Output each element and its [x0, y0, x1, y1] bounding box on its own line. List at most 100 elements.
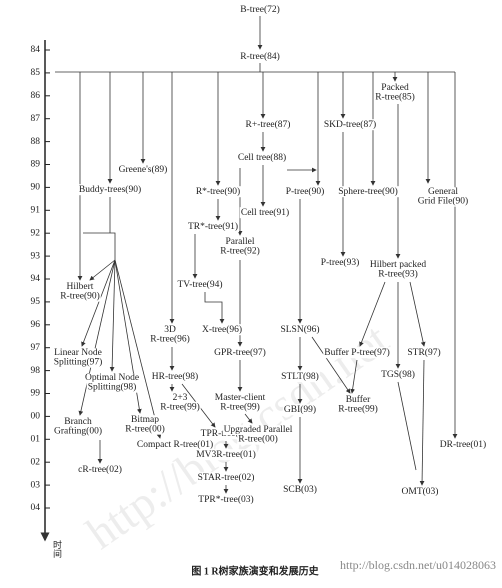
edge	[89, 259, 116, 281]
node-bg	[322, 119, 378, 131]
node-bg	[244, 119, 292, 131]
node-bg	[124, 423, 166, 435]
year-label: 91	[31, 205, 41, 215]
node-bg	[77, 184, 143, 196]
node-bg	[150, 371, 200, 383]
node-label: Parallel	[225, 237, 254, 247]
edge	[78, 259, 116, 416]
node-bg	[53, 348, 103, 359]
node-label: B-tree(72)	[240, 4, 280, 15]
node-label: STAR-tree(02)	[198, 472, 255, 483]
node-label: SCB(03)	[283, 484, 317, 495]
node-bg	[59, 290, 101, 302]
node-bg	[368, 260, 428, 271]
node-label: X-tree(96)	[202, 324, 242, 335]
node-bg	[400, 486, 440, 498]
node-label: Cell tree(91)	[241, 207, 289, 218]
node-bg	[77, 464, 123, 476]
node-label: Hilbert	[67, 282, 94, 292]
node-label: TV-tree(94)	[177, 279, 222, 290]
node-label: R-tree(99)	[160, 402, 200, 413]
year-label: 01	[31, 434, 41, 444]
node-bg	[197, 494, 255, 506]
node-bg	[323, 347, 391, 359]
node-label: SLSN(96)	[280, 324, 319, 335]
node-label: STR(97)	[407, 347, 440, 358]
year-label: 98	[31, 366, 41, 376]
node-bg	[130, 415, 161, 426]
year-label: 97	[31, 343, 41, 353]
node-label: Buddy-trees(90)	[79, 184, 141, 195]
node-label: R-tree(90)	[60, 291, 100, 302]
watermark: http://blog.csdn.net/u014028063	[340, 558, 496, 572]
node-bg	[135, 439, 215, 451]
node-label: Branch	[64, 417, 92, 427]
node-label: MV3R-tree(01)	[196, 449, 256, 460]
node-bg	[219, 401, 261, 413]
node-bg	[171, 393, 189, 404]
year-label: 95	[31, 297, 41, 307]
node-bg	[224, 237, 256, 248]
node-bg	[159, 401, 201, 413]
node-label: R+-tree(87)	[246, 119, 291, 130]
year-label: 96	[31, 320, 41, 330]
node-label: TPR*-tree(03)	[198, 494, 253, 505]
node-label: Master-client	[215, 393, 266, 403]
edge	[204, 292, 225, 324]
node-bg	[186, 221, 240, 233]
node-bg	[239, 51, 281, 63]
node-bg	[163, 325, 177, 336]
node-label: P-tree(93)	[321, 257, 360, 268]
node-label: P-tree(90)	[286, 186, 325, 197]
node-bg	[196, 472, 256, 484]
node-label: OMT(03)	[402, 486, 439, 497]
year-label: 04	[31, 503, 41, 513]
edge	[311, 336, 351, 394]
node-label: Buffer P-tree(97)	[324, 347, 390, 358]
node-label: R-tree(96)	[150, 334, 190, 345]
node-bg	[149, 333, 191, 345]
node-bg	[374, 91, 416, 103]
node-label: Splitting(98)	[88, 382, 137, 393]
node-label: 3D	[164, 325, 176, 335]
edge	[114, 259, 162, 439]
axis-label: 时间	[52, 539, 62, 559]
node-label: TR*-tree(91)	[188, 221, 238, 232]
node-label: HR-tree(98)	[152, 371, 198, 382]
edge	[83, 197, 116, 260]
node-label: Compact R-tree(01)	[137, 439, 213, 450]
caption: 图 1 R树家族演变和发展历史	[191, 564, 319, 577]
node-bg	[219, 245, 261, 257]
node-label: Buffer	[346, 394, 371, 405]
node-label: R-tree(93)	[378, 269, 418, 280]
node-bg	[337, 403, 379, 415]
year-label: 92	[31, 228, 41, 238]
node-bg	[65, 282, 95, 293]
node-label: General	[428, 187, 458, 197]
year-label: 87	[31, 114, 41, 124]
node-label: Cell tree(88)	[238, 152, 286, 163]
edge	[397, 381, 417, 471]
year-label: 03	[31, 480, 41, 490]
node-label: GBI(99)	[284, 404, 316, 415]
year-label: 99	[31, 389, 41, 399]
node-label: Grid File(90)	[418, 196, 468, 207]
node-bg	[426, 187, 460, 198]
year-label: 00	[31, 412, 41, 422]
node-label: R*-tree(90)	[196, 186, 240, 197]
node-label: TGS(98)	[381, 369, 415, 380]
node-bg	[282, 484, 318, 496]
node-label: cR-tree(02)	[78, 464, 122, 475]
node-label: Sphere-tree(90)	[338, 186, 398, 197]
node-bg	[200, 324, 244, 336]
node-bg	[380, 83, 410, 94]
edge	[359, 281, 386, 347]
edge	[244, 413, 253, 424]
node-label: R-tree(85)	[375, 92, 415, 103]
node-bg	[284, 186, 326, 198]
node-label: Hilbert packed	[370, 260, 426, 270]
year-label: 90	[31, 183, 41, 193]
node-bg	[279, 324, 321, 336]
node-bg	[377, 268, 419, 280]
node-bg	[83, 373, 141, 384]
